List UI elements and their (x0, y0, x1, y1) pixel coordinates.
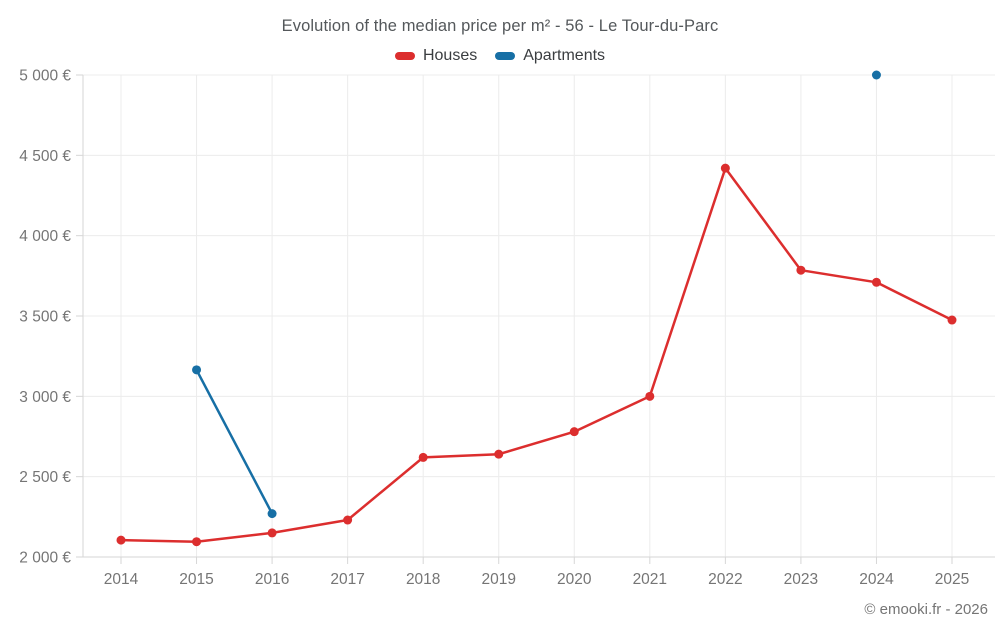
y-tick-label-2000: 2 000 € (19, 550, 71, 567)
point-houses-2020[interactable] (569, 427, 579, 437)
x-tick-label-2025: 2025 (935, 571, 969, 588)
point-houses-2018[interactable] (418, 452, 428, 462)
point-houses-2014[interactable] (116, 535, 126, 545)
x-tick-label-2022: 2022 (708, 571, 742, 588)
legend-label-apartments: Apartments (523, 47, 606, 64)
y-tick-label-3000: 3 000 € (19, 389, 71, 406)
legend-label-houses: Houses (422, 47, 478, 64)
y-tick-label-4500: 4 500 € (19, 148, 71, 165)
y-tick-label-3500: 3 500 € (19, 309, 71, 326)
x-tick-label-2023: 2023 (784, 571, 818, 588)
x-tick-label-2016: 2016 (255, 571, 289, 588)
point-houses-2019[interactable] (494, 449, 504, 459)
point-apartments-2024[interactable] (871, 70, 881, 80)
point-apartments-2015[interactable] (192, 365, 202, 375)
point-houses-2021[interactable] (645, 391, 655, 401)
point-houses-2022[interactable] (720, 163, 730, 173)
x-tick-label-2015: 2015 (179, 571, 213, 588)
legend-item-apartments[interactable]: Apartments (495, 47, 605, 65)
x-tick-label-2017: 2017 (330, 571, 364, 588)
legend-swatch-houses (394, 52, 415, 60)
point-houses-2015[interactable] (192, 537, 202, 547)
chart-title: Evolution of the median price per m² - 5… (281, 17, 719, 35)
point-houses-2024[interactable] (871, 277, 881, 287)
legend-item-houses[interactable]: Houses (394, 47, 478, 65)
x-tick-label-2018: 2018 (406, 571, 440, 588)
x-tick-label-2020: 2020 (557, 571, 592, 588)
legend-swatch-apartments (495, 52, 516, 60)
point-apartments-2016[interactable] (267, 509, 277, 519)
x-tick-label-2024: 2024 (859, 571, 894, 588)
x-tick-label-2021: 2021 (633, 571, 667, 588)
point-houses-2017[interactable] (343, 515, 353, 525)
copyright: © emooki.fr - 2026 (864, 601, 988, 618)
y-tick-label-5000: 5 000 € (19, 68, 71, 85)
legend: Houses Apartments (0, 47, 1000, 65)
x-tick-label-2014: 2014 (104, 571, 139, 588)
y-tick-label-2500: 2 500 € (19, 469, 71, 486)
series-line-apartments (197, 75, 877, 514)
x-tick-label-2019: 2019 (481, 571, 515, 588)
y-tick-label-4000: 4 000 € (19, 228, 71, 245)
point-houses-2016[interactable] (267, 528, 277, 538)
series-line-houses (119, 166, 954, 543)
point-houses-2025[interactable] (947, 315, 957, 325)
point-houses-2023[interactable] (796, 265, 806, 275)
